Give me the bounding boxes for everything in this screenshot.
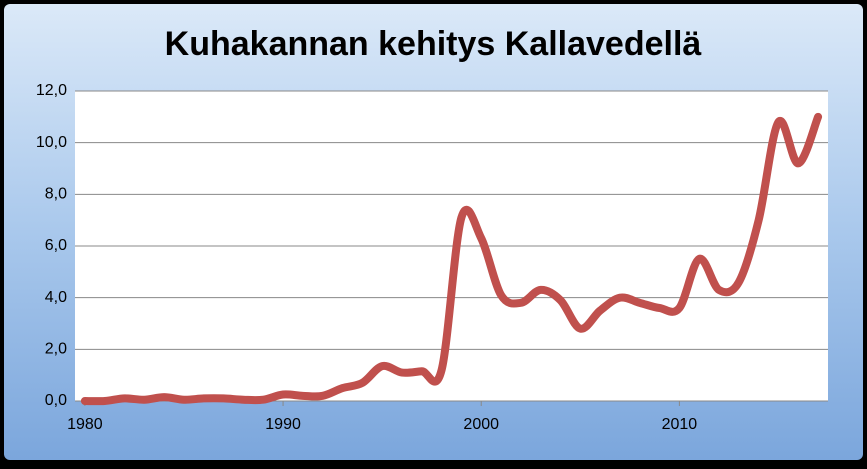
y-tick-label: 12,0 — [36, 82, 67, 99]
y-tick-label: 0,0 — [45, 392, 67, 409]
y-tick-label: 2,0 — [45, 341, 67, 358]
x-tick-label: 2000 — [463, 416, 499, 433]
y-tick-label: 4,0 — [45, 289, 67, 306]
y-tick-label: 8,0 — [45, 186, 67, 203]
y-tick-label: 6,0 — [45, 237, 67, 254]
chart-title: Kuhakannan kehitys Kallavedellä — [165, 25, 702, 63]
data-line — [80, 112, 823, 406]
x-tick-label: 2010 — [662, 416, 698, 433]
y-tick-label: 10,0 — [36, 134, 67, 151]
x-tick-label: 1990 — [265, 416, 301, 433]
x-tick-label: 1980 — [67, 416, 103, 433]
